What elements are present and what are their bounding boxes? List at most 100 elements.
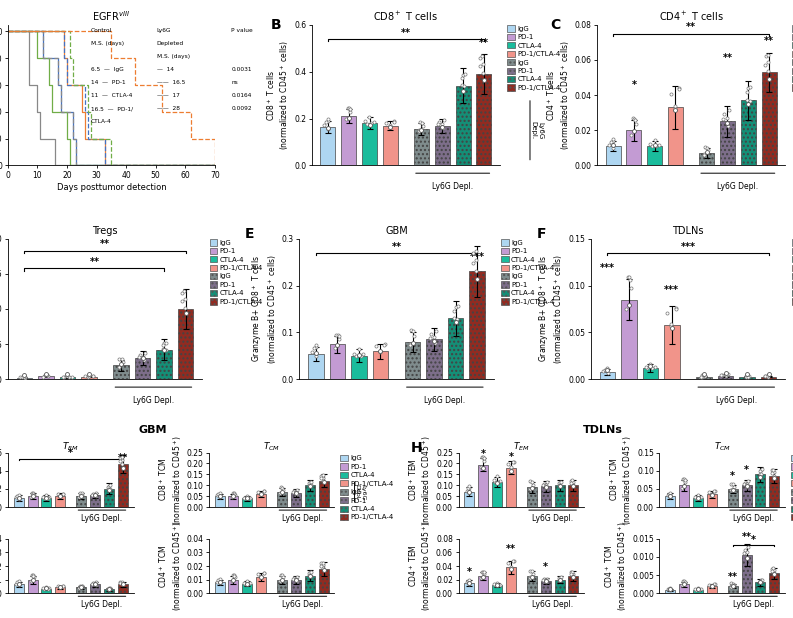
Point [475,573,488,583]
Point [541,478,554,488]
Point [708,486,721,496]
Point [213,578,226,588]
Point [628,114,641,124]
Point [721,118,734,128]
Point [303,569,316,578]
Bar [756,475,765,507]
Point [137,355,150,365]
Point [320,117,332,127]
Y-axis label: Granzyme B+ CD8$^+$ T cells
(normalized to CD45$^+$ cells): Granzyme B+ CD8$^+$ T cells (normalized … [251,254,279,364]
Point [304,481,316,491]
Point [407,326,419,336]
Point [228,488,240,498]
Point [26,491,39,501]
Point [679,577,691,586]
Point [664,584,676,594]
Point [554,477,566,487]
Point [739,371,752,381]
Point [629,115,642,125]
Point [86,578,99,588]
Point [673,84,686,94]
Point [276,575,289,585]
Point [690,585,703,595]
Point [75,490,88,500]
Point [665,321,677,331]
Text: **: ** [100,239,110,250]
Point [26,575,39,585]
Point [623,272,635,282]
Y-axis label: CD8$^+$ TEM
(normalized to CD45$^+$): CD8$^+$ TEM (normalized to CD45$^+$) [407,435,433,525]
Bar [291,580,301,593]
Y-axis label: CD8$^+$ TCM
(normalized to CD45$^+$): CD8$^+$ TCM (normalized to CD45$^+$) [607,435,634,525]
Point [721,112,734,122]
Text: Ly6G: Ly6G [157,28,171,33]
Point [89,489,102,499]
Point [102,583,114,593]
Text: 6.5  —  IgG: 6.5 — IgG [90,67,124,72]
Point [463,488,476,498]
Point [289,488,302,498]
Point [160,337,173,347]
Point [52,582,64,591]
Point [26,488,39,498]
Point [706,581,718,591]
Point [37,583,50,593]
Point [761,50,774,60]
Y-axis label: CD4$^+$ TEM
(normalized to CD45$^+$): CD4$^+$ TEM (normalized to CD45$^+$) [407,521,433,611]
Point [477,452,489,462]
Point [488,580,501,590]
Point [604,137,617,147]
Bar [13,498,24,507]
Point [725,582,737,591]
Bar [464,492,474,507]
Point [348,349,361,359]
Point [213,489,226,499]
Point [463,578,476,588]
Point [423,332,436,342]
Point [309,340,322,350]
Point [708,579,721,589]
Point [761,57,774,67]
Point [353,350,366,360]
Point [258,486,270,496]
Point [86,489,99,499]
Point [742,83,755,93]
Text: —  14: — 14 [157,67,174,72]
Point [213,491,226,501]
Point [25,570,38,580]
Point [388,117,400,127]
Point [678,474,691,484]
Point [116,455,128,465]
Point [322,117,335,127]
Point [759,59,772,69]
Point [661,308,674,318]
Point [450,316,462,326]
Point [13,577,25,587]
Point [456,74,469,83]
Point [304,571,316,581]
Point [473,61,486,71]
Point [753,469,766,479]
Point [765,468,778,478]
Point [705,581,718,591]
Point [132,352,145,362]
Y-axis label: CD8$^+$ TCM
(normalized to CD45$^+$): CD8$^+$ TCM (normalized to CD45$^+$) [157,435,183,525]
Point [477,68,489,78]
Point [430,326,442,336]
Point [258,486,270,496]
Point [75,491,87,501]
Point [630,119,642,129]
Bar [720,122,735,166]
Bar [769,574,780,593]
Point [288,573,301,583]
Point [679,477,691,487]
Point [641,363,653,373]
Bar [383,125,398,166]
Bar [28,496,37,507]
Bar [330,344,345,379]
Point [540,483,553,493]
Point [669,304,682,314]
Point [664,584,676,594]
Text: *: * [68,449,73,459]
Point [526,566,538,576]
